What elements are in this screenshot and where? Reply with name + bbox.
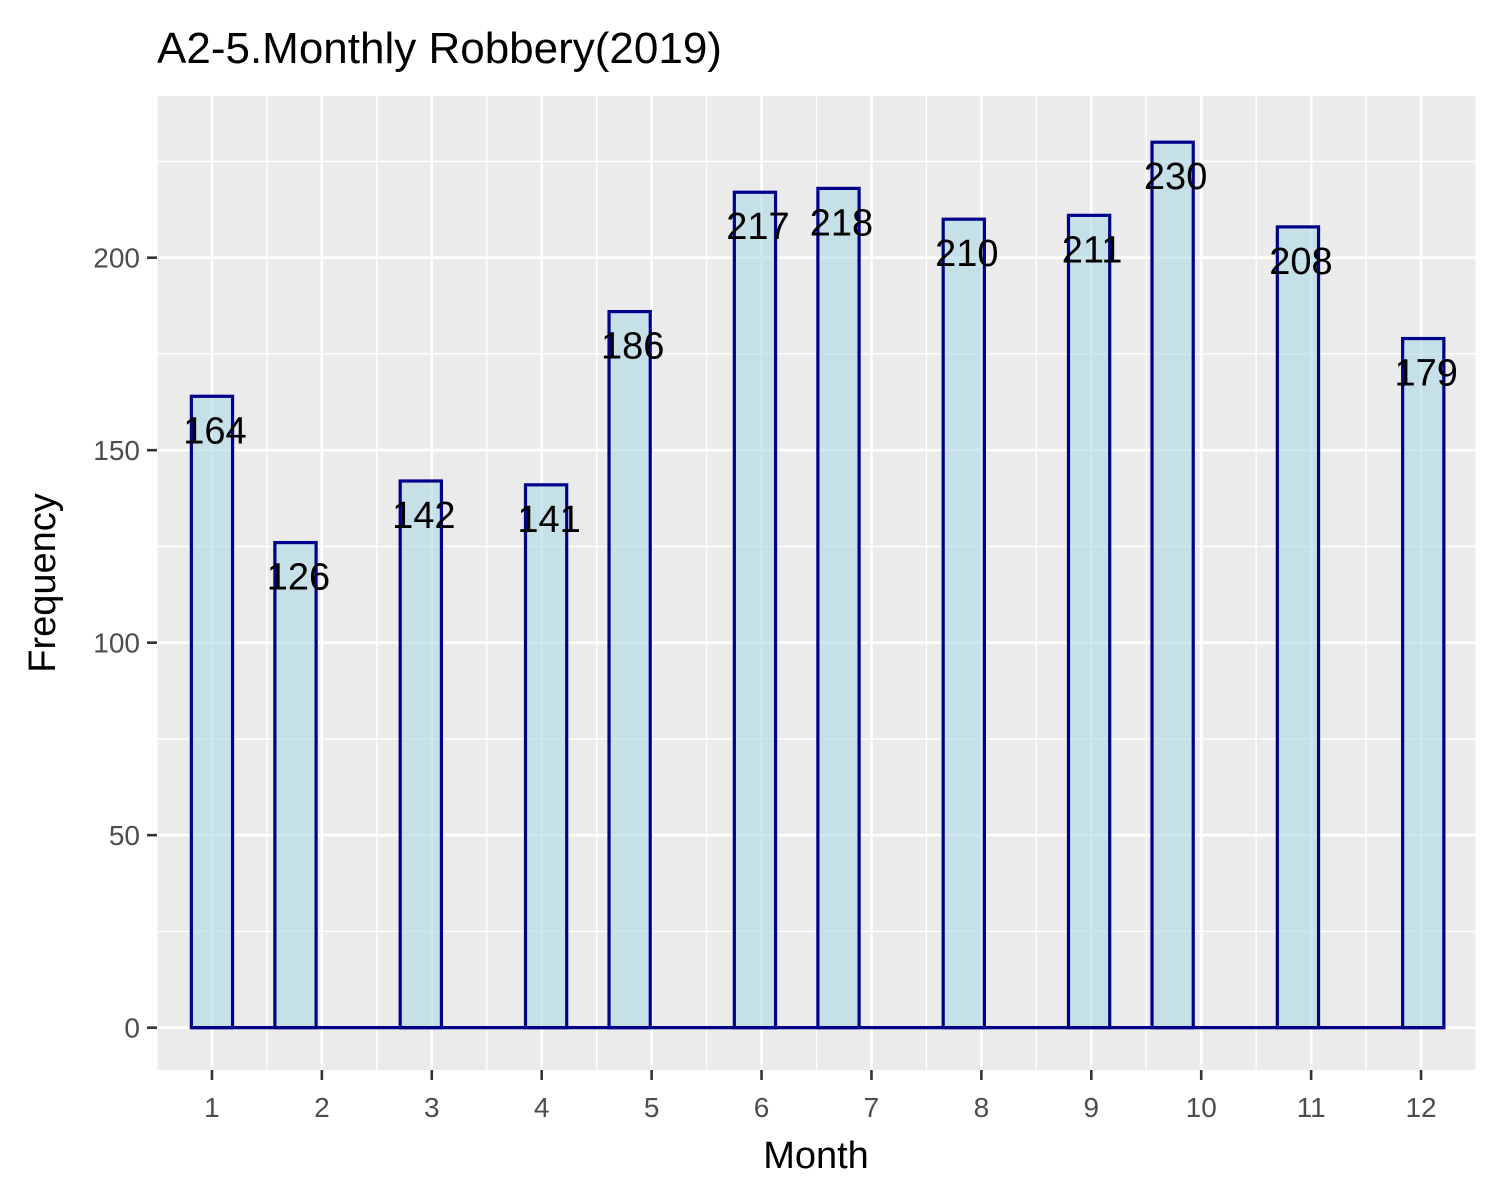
- y-tick-label: 100: [93, 628, 140, 659]
- x-tick-label: 1: [204, 1092, 220, 1123]
- x-tick-label: 9: [1084, 1092, 1100, 1123]
- data-label-month-11: 208: [1269, 241, 1332, 283]
- y-tick-label: 0: [124, 1013, 140, 1044]
- bars: [189, 140, 1446, 1030]
- x-axis-title: Month: [763, 1135, 869, 1177]
- bar-month-6: [732, 190, 778, 1030]
- x-tick-label: 6: [754, 1092, 770, 1123]
- x-tick-label: 3: [424, 1092, 440, 1123]
- x-tick-label: 5: [644, 1092, 660, 1123]
- bar-month-10: [1150, 140, 1195, 1030]
- bar-month-11: [1275, 225, 1321, 1030]
- x-tick-label: 8: [974, 1092, 990, 1123]
- x-tick-label: 10: [1186, 1092, 1217, 1123]
- data-label-month-1: 164: [183, 410, 246, 452]
- x-tick-label: 2: [314, 1092, 330, 1123]
- data-label-month-2: 126: [267, 557, 330, 599]
- bar-month-7: [816, 186, 861, 1030]
- y-tick-label: 150: [93, 435, 140, 466]
- data-label-month-4: 141: [517, 499, 580, 541]
- x-tick-label: 11: [1297, 1092, 1326, 1123]
- data-label-month-3: 142: [392, 495, 455, 537]
- data-label-month-5: 186: [601, 326, 664, 368]
- y-tick-label: 50: [109, 820, 140, 851]
- data-label-month-8: 210: [935, 233, 998, 275]
- bar-month-1: [189, 394, 235, 1030]
- data-label-month-7: 218: [810, 202, 873, 244]
- data-label-month-6: 217: [726, 206, 789, 248]
- bar-month-12: [1401, 336, 1446, 1030]
- data-label-month-9: 211: [1062, 229, 1123, 271]
- x-axis: 1 2 3 4 5 6 7 8 9 10 11 12: [204, 1070, 1437, 1123]
- bar-month-5: [607, 309, 652, 1030]
- bar-month-3: [398, 479, 444, 1030]
- data-label-month-10: 230: [1144, 156, 1207, 198]
- chart-title: A2-5.Monthly Robbery(2019): [157, 24, 722, 73]
- bar-month-9: [1066, 213, 1112, 1030]
- x-tick-label: 12: [1405, 1092, 1436, 1123]
- bar-month-8: [941, 217, 986, 1030]
- bar-month-4: [523, 483, 569, 1030]
- x-tick-label: 7: [864, 1092, 880, 1123]
- x-tick-label: 4: [534, 1092, 550, 1123]
- y-tick-label: 200: [93, 243, 140, 274]
- data-label-month-12: 179: [1395, 353, 1458, 395]
- y-axis-title: Frequency: [22, 493, 64, 673]
- y-axis: 0 50 100 150 200: [93, 243, 157, 1044]
- bar-month-2: [273, 540, 318, 1030]
- data-labels: 164 126 142 141 186 217 218 210 211 230 208 179: [183, 156, 1458, 598]
